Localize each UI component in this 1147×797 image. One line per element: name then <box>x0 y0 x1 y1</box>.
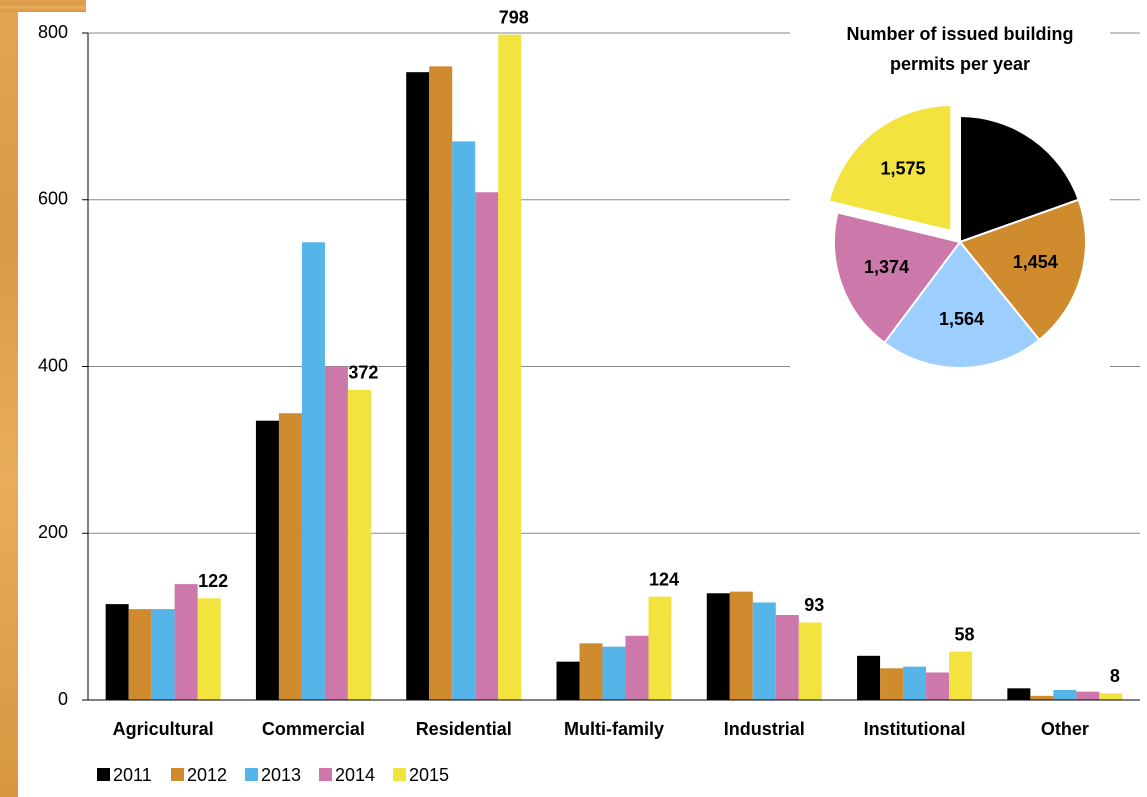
legend-label: 2011 <box>113 765 152 785</box>
bar <box>1053 689 1077 700</box>
bar <box>1099 693 1123 700</box>
bar <box>151 609 175 700</box>
side-strip <box>0 0 18 797</box>
pie-slice <box>833 211 962 345</box>
pie-label: 1,564 <box>939 309 984 329</box>
legend-swatch <box>97 768 110 781</box>
bar <box>556 661 580 700</box>
pie-slice <box>958 198 1087 342</box>
pie-slice <box>959 114 1080 244</box>
legend-label: 2012 <box>187 765 227 785</box>
y-tick-label: 600 <box>38 189 68 209</box>
bar <box>949 651 973 700</box>
legend-label: 2014 <box>335 765 375 785</box>
x-tick-label: Agricultural <box>113 719 214 739</box>
bar <box>429 66 453 701</box>
bar <box>648 596 672 700</box>
y-tick-label: 200 <box>38 522 68 542</box>
pie-label: 1,575 <box>880 158 925 178</box>
bar <box>903 666 927 700</box>
bar <box>475 192 499 700</box>
corner-strip <box>0 0 86 12</box>
x-tick-label: Institutional <box>864 719 966 739</box>
data-label: 93 <box>804 595 824 615</box>
x-tick-label: Multi-family <box>564 719 664 739</box>
pie-slice <box>827 104 953 233</box>
bar <box>128 609 152 700</box>
bar <box>857 655 881 700</box>
bar <box>174 584 198 700</box>
bar <box>255 420 279 700</box>
x-tick-label: Commercial <box>262 719 365 739</box>
y-tick-label: 800 <box>38 22 68 42</box>
legend-swatch <box>245 768 258 781</box>
legend-label: 2015 <box>409 765 449 785</box>
pie-title: Number of issued building permits per yea… <box>846 24 1073 74</box>
bar <box>406 72 430 700</box>
data-label: 372 <box>348 363 378 383</box>
bar <box>1076 691 1100 700</box>
bar <box>197 598 221 700</box>
legend-swatch <box>393 768 406 781</box>
data-label: 124 <box>649 569 679 589</box>
bar <box>752 602 776 700</box>
legend-swatch <box>319 768 332 781</box>
legend-label: 2013 <box>261 765 301 785</box>
bar <box>706 593 730 700</box>
bar <box>1030 695 1054 700</box>
data-label: 798 <box>499 7 529 27</box>
pie-label: 1,450 <box>982 167 1027 187</box>
y-tick-label: 0 <box>58 689 68 709</box>
bar <box>498 34 522 701</box>
pie-label: 1,374 <box>864 257 909 277</box>
bar <box>729 591 753 700</box>
legend-swatch <box>171 768 184 781</box>
bar <box>880 668 904 700</box>
x-tick-label: Other <box>1041 719 1089 739</box>
bar <box>579 643 603 700</box>
pie-slice <box>883 240 1041 369</box>
bar <box>602 646 626 700</box>
bar <box>105 604 129 700</box>
x-tick-label: Residential <box>416 719 512 739</box>
bar <box>926 672 950 700</box>
bar <box>301 242 325 701</box>
bar <box>278 413 302 700</box>
bar <box>775 614 799 700</box>
bar <box>1007 688 1031 700</box>
bar <box>324 366 348 700</box>
y-tick-label: 400 <box>38 355 68 375</box>
data-label: 122 <box>198 571 228 591</box>
bar <box>452 141 476 700</box>
data-label: 58 <box>955 624 975 644</box>
x-tick-label: Industrial <box>724 719 805 739</box>
pie-label: 1,454 <box>1013 252 1058 272</box>
bar <box>347 389 371 700</box>
bar <box>625 635 649 700</box>
data-label: 8 <box>1110 666 1120 686</box>
bar <box>798 622 822 700</box>
